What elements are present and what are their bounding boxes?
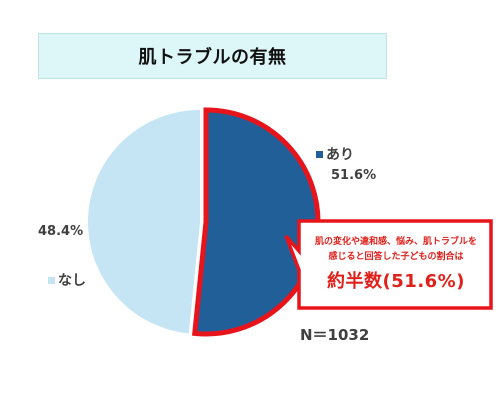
- pie-slice-nashi: [88, 110, 200, 334]
- legend-swatch-ari: [316, 150, 323, 158]
- callout-emphasis: 約半数(51.6%): [327, 271, 465, 292]
- data-label-ari: 51.6%: [331, 168, 377, 183]
- chart-title-box: 肌トラブルの有無: [38, 33, 387, 79]
- legend-swatch-nashi: [48, 276, 55, 284]
- legend-ari: あり: [316, 144, 354, 164]
- chart-title: 肌トラブルの有無: [138, 47, 287, 68]
- callout-frame: [284, 219, 493, 310]
- data-label-nashi: 48.4%: [38, 224, 84, 239]
- callout-text-line1: 肌の変化や違和感、悩み、肌トラブルを: [314, 237, 477, 247]
- legend-label-ari: あり: [326, 147, 354, 163]
- legend-label-nashi: なし: [58, 273, 86, 289]
- sample-size-label: N＝1032: [300, 326, 370, 344]
- callout-text-line2: 感じると回答した子どもの割合は: [328, 252, 464, 262]
- legend-nashi: なし: [48, 270, 86, 290]
- callout-box: 肌の変化や違和感、悩み、肌トラブルを 感じると回答した子どもの割合は 約半数(5…: [302, 224, 490, 306]
